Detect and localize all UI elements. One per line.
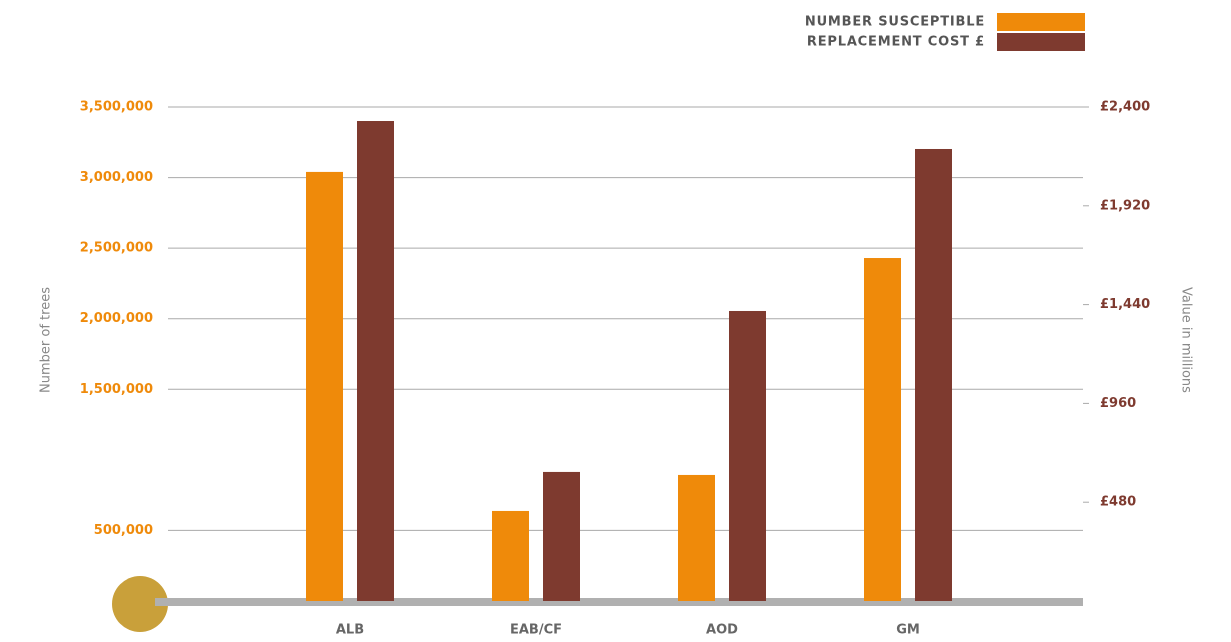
y-tick-label: 3,500,000 [80, 100, 153, 115]
y2-tick-label: £2,400 [1100, 100, 1150, 115]
y2-tick-label: £480 [1100, 495, 1136, 510]
y-axis-title: Number of trees [39, 287, 54, 393]
x-tick-label: EAB/CF [510, 623, 562, 638]
x-tick-label: AOD [706, 623, 738, 638]
bar [678, 474, 715, 601]
decoration [112, 576, 168, 632]
y-tick-label: 2,500,000 [80, 241, 153, 256]
bar [729, 310, 766, 601]
y-tick-label: 500,000 [94, 523, 153, 538]
x-tick-label: GM [896, 623, 920, 638]
legend-label: NUMBER SUSCEPTIBLE [805, 15, 985, 30]
y2-tick-label: £1,440 [1100, 297, 1150, 312]
y-tick-label: 3,000,000 [80, 170, 153, 185]
y-tick-label: 2,000,000 [80, 311, 153, 326]
bar [357, 120, 394, 601]
legend-swatch [997, 13, 1085, 31]
legend-label: REPLACEMENT COST £ [807, 35, 985, 50]
legend-swatch [997, 33, 1085, 51]
bar [492, 510, 529, 601]
bar [306, 171, 343, 601]
y2-tick-label: £1,920 [1100, 198, 1150, 213]
y2-tick-label: £960 [1100, 396, 1136, 411]
x-tick-label: ALB [336, 623, 364, 638]
bar [864, 258, 901, 601]
bar [543, 471, 580, 601]
bar [915, 148, 952, 602]
y2-axis-title: Value in millions [1179, 287, 1194, 393]
y-tick-label: 1,500,000 [80, 382, 153, 397]
